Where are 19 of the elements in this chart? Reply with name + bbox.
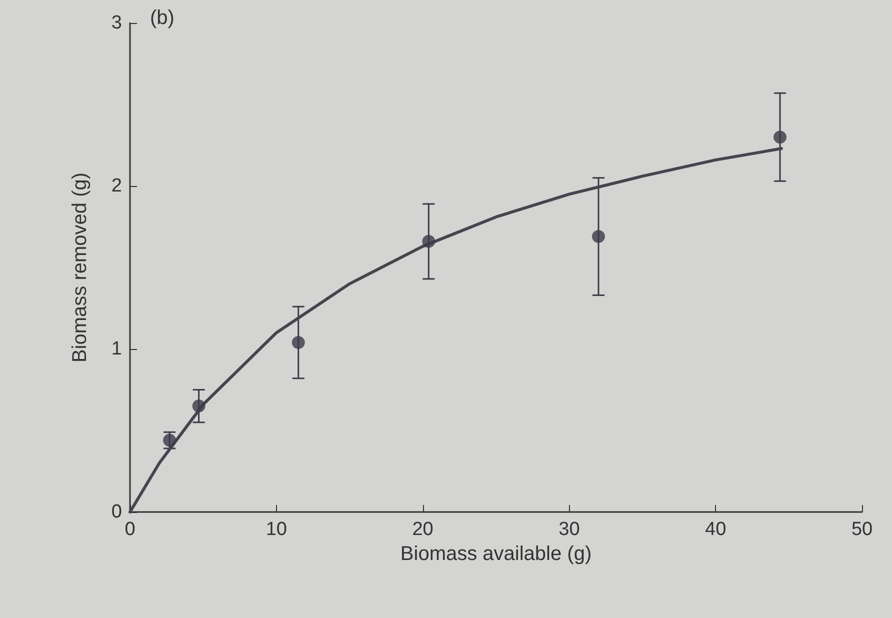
y-tick-label: 0 — [111, 502, 122, 522]
x-tick-label: 50 — [851, 519, 873, 540]
y-tick-label: 2 — [111, 176, 122, 196]
y-tick-label: 3 — [111, 12, 122, 34]
x-tick-label: 0 — [124, 519, 136, 540]
point — [592, 230, 605, 244]
annotation: (b) — [150, 7, 174, 29]
x-axis-title: Biomass available (g) — [400, 543, 592, 565]
x-tick-label: 40 — [705, 519, 726, 540]
point — [774, 130, 787, 144]
y-tick-label: 1 — [111, 338, 122, 360]
x-tick-label: 20 — [412, 519, 434, 540]
x-tick-label: 30 — [558, 519, 580, 540]
point — [292, 336, 305, 349]
point — [163, 434, 176, 447]
point — [422, 234, 436, 248]
y-axis-title: Biomass removed (g) — [69, 172, 91, 363]
point — [192, 400, 206, 413]
x-tick-label: 10 — [266, 519, 287, 540]
